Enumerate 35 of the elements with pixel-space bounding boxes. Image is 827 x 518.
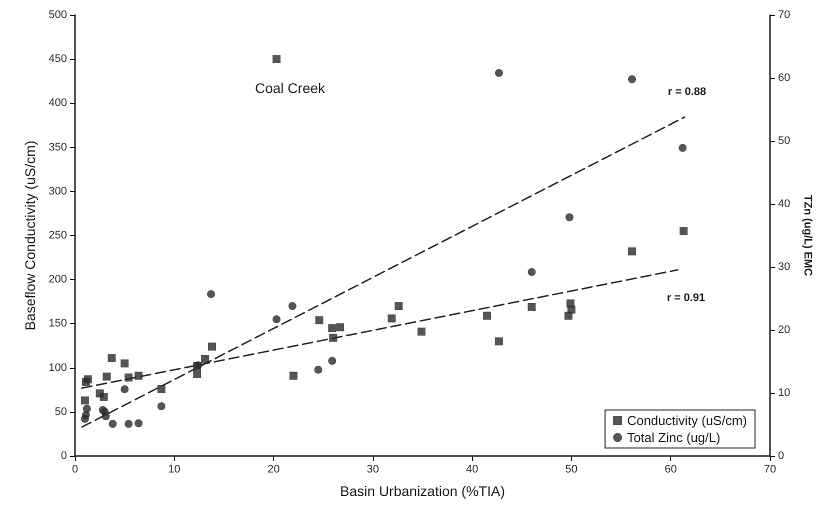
- x-tick-label: 40: [466, 464, 478, 476]
- x-tick-label: 10: [168, 464, 180, 476]
- x-tick-label: 60: [664, 464, 677, 476]
- y-tick-label: 350: [48, 141, 67, 154]
- annotation: r = 0.91: [666, 292, 706, 304]
- y2-tick-label: 40: [778, 198, 790, 210]
- y-tick-label: 500: [48, 9, 67, 21]
- y2-tick-label: 0: [778, 450, 784, 462]
- legend-label: Conductivity (uS/cm): [627, 413, 747, 428]
- y-tick-label: 250: [48, 230, 67, 242]
- y2-axis-title: TZn (ug/L) EMC: [802, 194, 814, 276]
- x-tick-label: 20: [267, 464, 280, 476]
- y2-tick-label: 30: [778, 261, 790, 273]
- x-tick-label: 30: [366, 464, 379, 476]
- y-tick-label: 200: [48, 274, 67, 286]
- y2-tick-label: 50: [778, 135, 790, 147]
- y-axis-title: Baseflow Conductivity (uS/cm): [22, 140, 38, 330]
- y-tick-label: 150: [48, 318, 67, 330]
- y-tick-label: 400: [48, 97, 67, 110]
- x-axis-title: Basin Urbanization (%TIA): [340, 483, 505, 499]
- y-tick-label: 0: [60, 450, 67, 462]
- y2-tick-label: 10: [778, 387, 790, 399]
- y-tick-label: 300: [48, 185, 67, 198]
- y-tick-label: 450: [48, 53, 67, 66]
- y2-tick-label: 70: [778, 9, 790, 21]
- annotation: Coal Creek: [254, 80, 326, 96]
- y-tick-label: 100: [48, 362, 67, 374]
- y2-tick-label: 60: [778, 72, 790, 84]
- annotation: r = 0.88: [668, 86, 706, 98]
- legend-label: Total Zinc (ug/L): [627, 430, 720, 445]
- x-tick-label: 50: [565, 464, 578, 476]
- y2-tick-label: 20: [778, 324, 790, 336]
- x-tick-label: 0: [72, 464, 78, 476]
- y-tick-label: 50: [54, 406, 67, 418]
- x-tick-label: 70: [764, 464, 776, 476]
